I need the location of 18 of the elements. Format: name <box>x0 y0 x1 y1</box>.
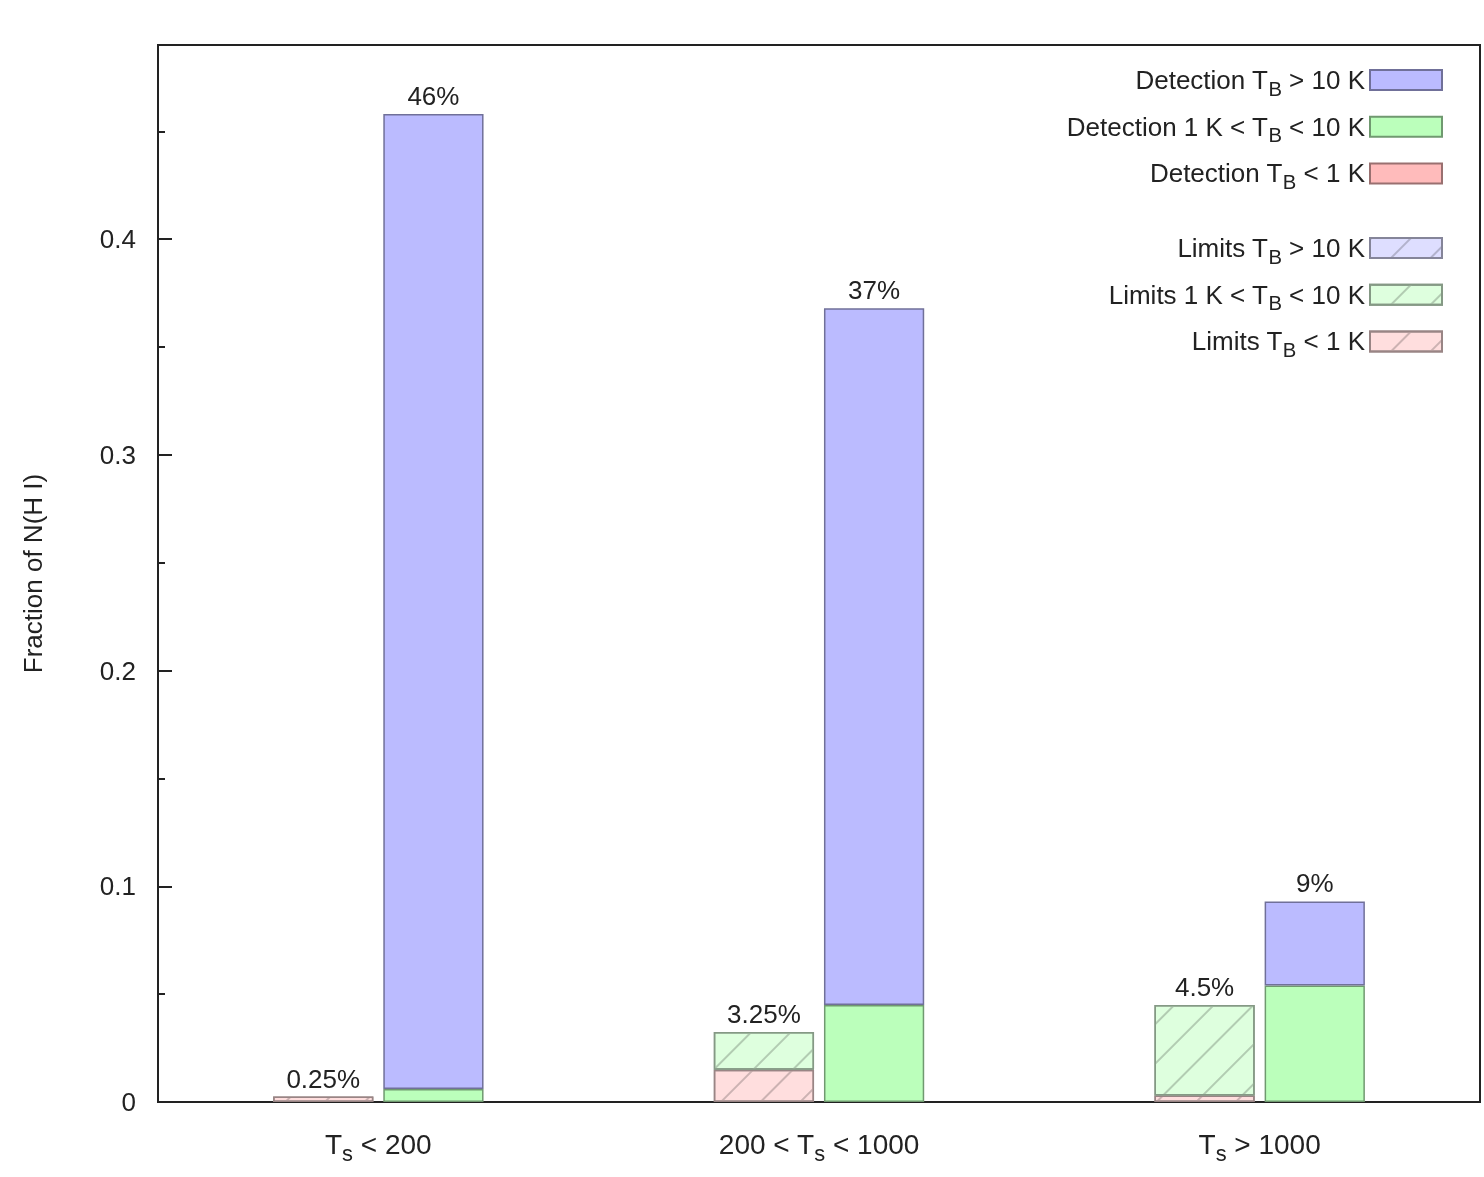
y-tick-label: 0.1 <box>99 871 136 902</box>
total-label: 9% <box>1295 868 1334 899</box>
bar <box>1264 985 1365 1102</box>
bar <box>823 1004 925 1102</box>
y-tick-label: 0.4 <box>99 224 136 255</box>
bar <box>823 308 925 1005</box>
total-label: 4.5% <box>1174 971 1235 1002</box>
total-label: 37% <box>848 275 901 306</box>
bar <box>1264 901 1365 986</box>
y-tick-label: 0 <box>121 1087 136 1117</box>
bar <box>383 114 484 1090</box>
total-label: 3.25% <box>727 998 801 1029</box>
bar <box>383 1089 484 1102</box>
y-tick-label: 0.3 <box>99 439 136 470</box>
y-axis-title: Fraction of N(H I) <box>18 473 48 674</box>
y-tick-label: 0.2 <box>99 655 136 686</box>
total-label: 0.25% <box>286 1063 361 1094</box>
total-label: 46% <box>407 81 460 112</box>
